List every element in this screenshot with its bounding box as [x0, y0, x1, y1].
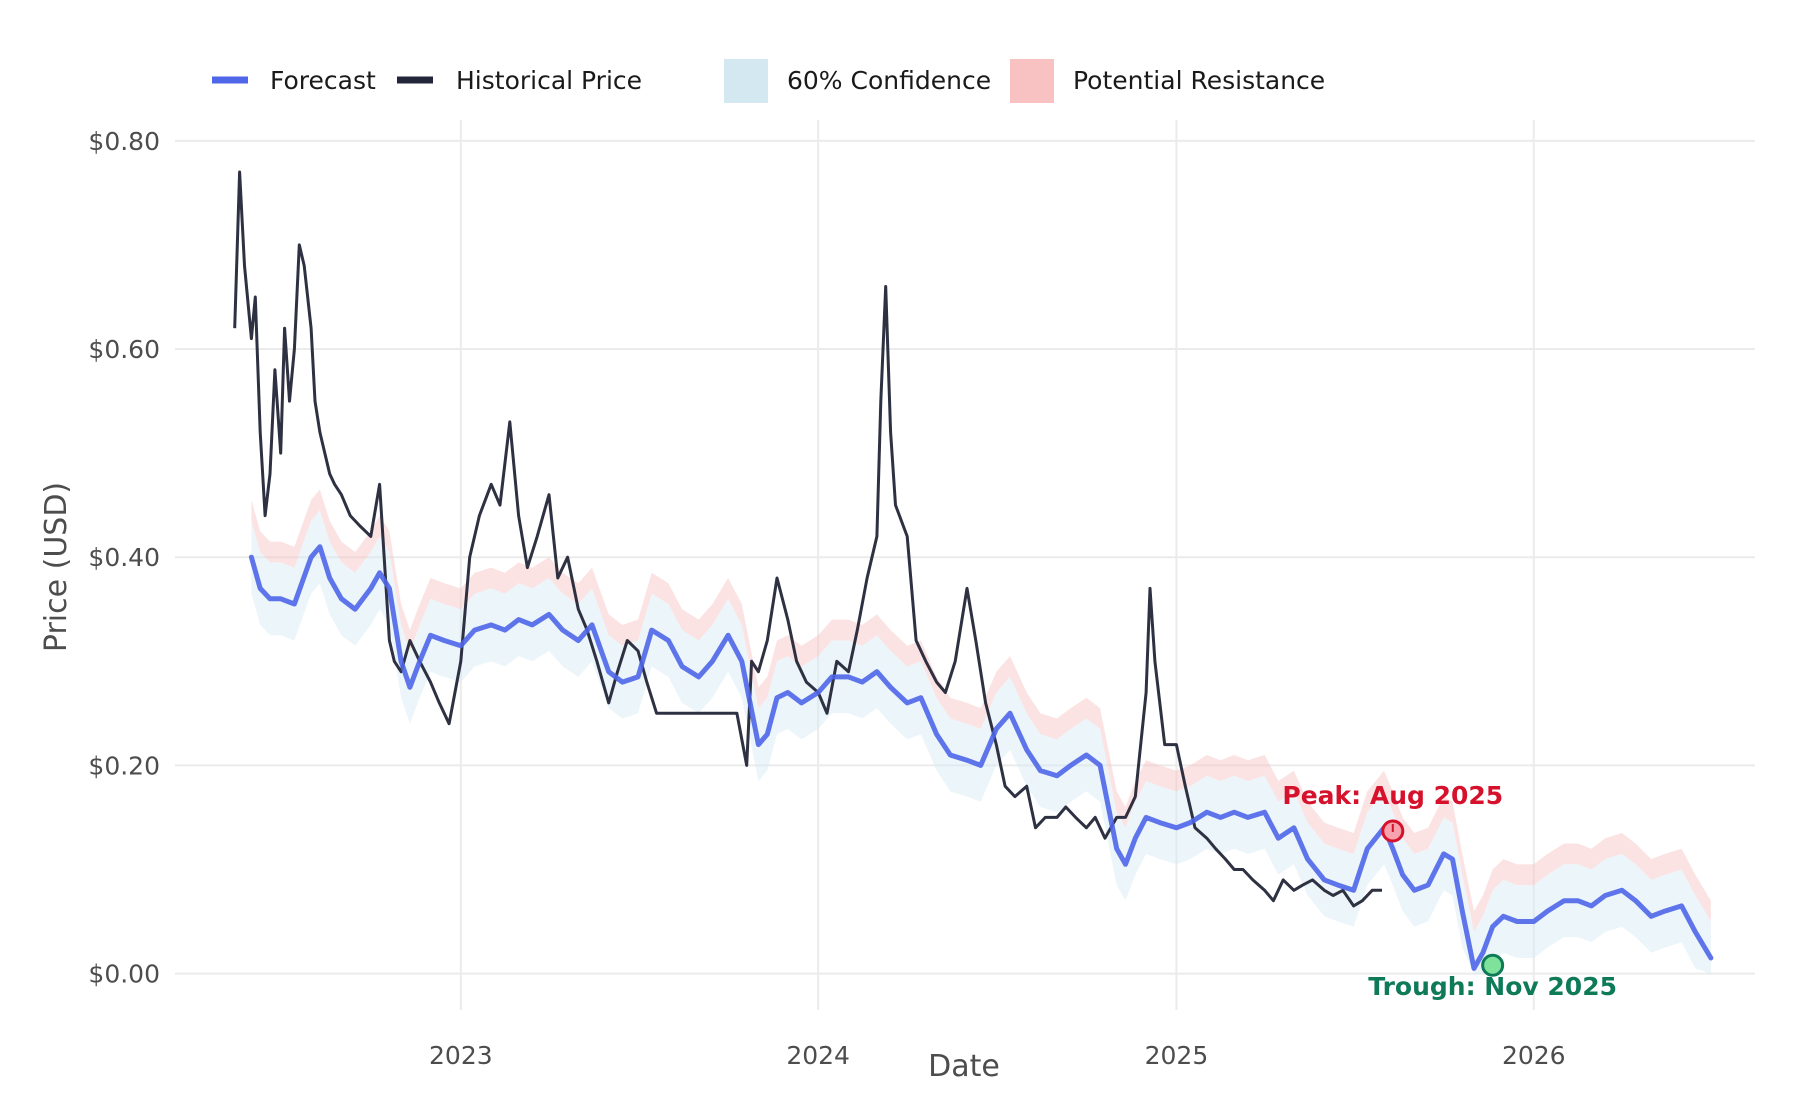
y-tick-label-1: $0.20: [88, 751, 160, 780]
legend-item-confidence[interactable]: 60% Confidence: [724, 59, 991, 103]
legend-item-historical[interactable]: Historical Price: [397, 66, 642, 95]
x-tick-label-2: 2025: [1145, 1041, 1209, 1070]
legend-label-historical: Historical Price: [456, 66, 642, 95]
band-layer: [251, 489, 1711, 974]
legend-swatch-confidence: [724, 59, 768, 103]
axis-layer: $0.00 $0.20 $0.40 $0.60 $0.80 2023 2024 2025 202…: [88, 127, 1565, 1070]
legend-label-confidence: 60% Confidence: [787, 66, 991, 95]
trough-marker: [1481, 953, 1505, 977]
x-axis-title: Date: [928, 1049, 1000, 1084]
y-tick-label-4: $0.80: [88, 127, 160, 156]
x-tick-label-1: 2024: [786, 1041, 850, 1070]
legend-label-forecast: Forecast: [270, 66, 376, 95]
peak-label: Peak: Aug 2025: [1282, 781, 1503, 810]
annotation-layer: Peak: Aug 2025 Trough: Nov 2025: [1282, 781, 1617, 1001]
legend-item-forecast[interactable]: Forecast: [212, 66, 376, 95]
legend-swatch-resistance: [1010, 59, 1054, 103]
resistance-band: [251, 489, 1711, 932]
line-layer: [233, 170, 1714, 971]
historical-price-line: [233, 170, 1382, 908]
x-tick-label-3: 2026: [1502, 1041, 1566, 1070]
trough-label: Trough: Nov 2025: [1368, 972, 1617, 1001]
legend-item-resistance[interactable]: Potential Resistance: [1010, 59, 1325, 103]
forecast-line: [248, 544, 1714, 971]
y-tick-label-0: $0.00: [88, 960, 160, 989]
confidence-band: [251, 510, 1711, 974]
y-tick-label-3: $0.60: [88, 335, 160, 364]
x-tick-label-0: 2023: [429, 1041, 493, 1070]
y-axis-title: Price (USD): [39, 482, 74, 652]
grid-layer: [175, 120, 1755, 1010]
legend-label-resistance: Potential Resistance: [1073, 66, 1325, 95]
legend: Forecast Historical Price 60% Confidence…: [212, 59, 1325, 103]
y-tick-label-2: $0.40: [88, 543, 160, 572]
